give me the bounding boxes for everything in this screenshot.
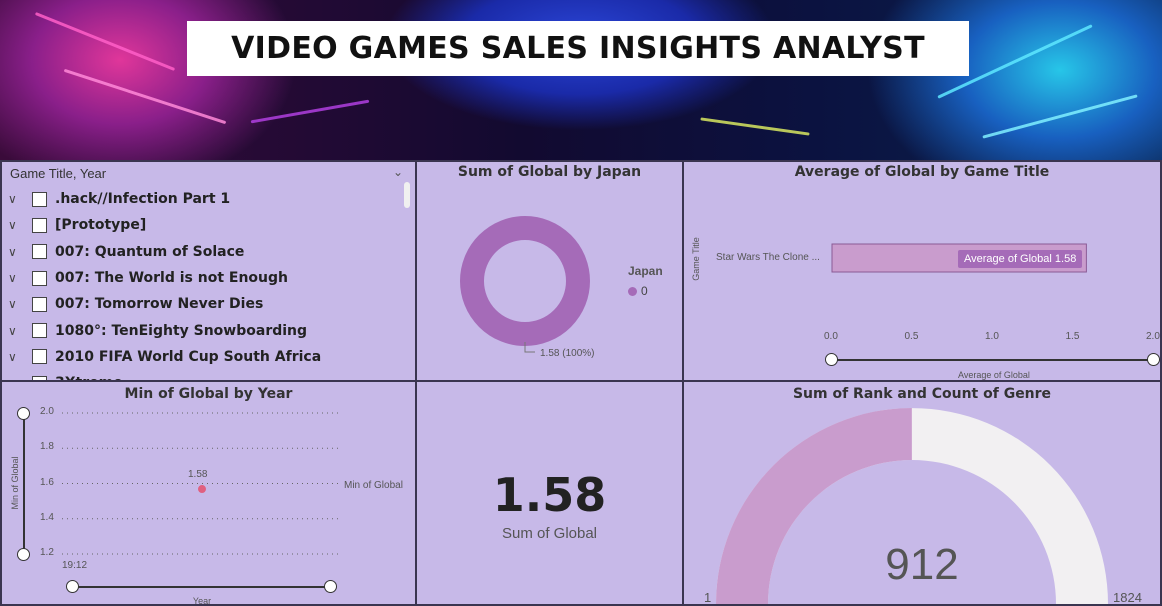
line-chart-title: Min of Global by Year	[124, 386, 293, 402]
banner-decoration	[34, 12, 176, 71]
line-chart	[62, 412, 342, 555]
x-axis-slider-track[interactable]	[72, 586, 330, 588]
slicer-item[interactable]: ∨ [Prototype]	[8, 212, 401, 238]
banner-decoration	[982, 94, 1138, 139]
line-x-axis-label: Year	[192, 596, 212, 606]
bar-chart-panel: Average of Global by Game Title Game Tit…	[682, 160, 1162, 382]
donut-chart-panel: Sum of Global by Japan 1.58 (100%) Japan…	[415, 160, 684, 382]
line-point-label: 1.58	[188, 469, 208, 480]
y-axis-slider-track[interactable]	[23, 413, 25, 555]
gauge-min: 1	[704, 590, 712, 605]
legend-dot-icon	[628, 286, 637, 296]
gauge-chart	[716, 408, 1108, 604]
checkbox[interactable]	[32, 349, 47, 365]
checkbox[interactable]	[32, 244, 47, 260]
slicer-item-label: 007: The World is not Enough	[55, 270, 289, 287]
gauge-max: 1824	[1113, 590, 1142, 605]
bar-tooltip: Average of Global 1.58	[958, 250, 1083, 268]
y-slider-top-handle[interactable]	[17, 407, 30, 420]
line-series-label: Min of Global	[344, 480, 403, 491]
checkbox[interactable]	[32, 191, 47, 207]
gauge-panel: Sum of Rank and Count of Genre 912 1 182…	[682, 380, 1162, 606]
checkbox[interactable]	[32, 270, 47, 286]
slicer-item-label: 2010 FIFA World Cup South Africa	[55, 348, 322, 365]
donut-chart-title: Sum of Global by Japan	[457, 164, 642, 180]
x-slider-end-handle[interactable]	[324, 580, 337, 593]
chevron-down-icon[interactable]: ⌄	[392, 165, 403, 179]
line-chart-panel: Min of Global by Year Min of Global 2.0 1…	[0, 380, 417, 606]
chevron-expand-icon[interactable]: ∨	[8, 376, 26, 380]
banner-decoration	[700, 117, 810, 136]
legend-item-label: 0	[641, 284, 648, 298]
bar-x-tick: 1.0	[985, 331, 999, 342]
slicer-item[interactable]: ∨ .hack//Infection Part 1	[8, 186, 401, 212]
chevron-expand-icon[interactable]: ∨	[8, 218, 17, 233]
scrollbar[interactable]	[404, 182, 410, 208]
header-banner: VIDEO GAMES SALES INSIGHTS ANALYST	[0, 0, 1162, 160]
bar-x-tick: 0.0	[824, 331, 838, 342]
slicer-item-label: 3Xtreme	[55, 375, 123, 380]
slicer-item-label: 007: Tomorrow Never Dies	[55, 296, 264, 313]
chevron-expand-icon[interactable]: ∨	[8, 323, 17, 338]
slicer-item[interactable]: ∨ 3Xtreme	[8, 370, 401, 380]
slicer-item[interactable]: ∨ 1080°: TenEighty Snowboarding	[8, 317, 401, 343]
legend-item[interactable]: 0	[628, 284, 648, 298]
banner-decoration	[63, 68, 227, 125]
slicer-item-label: .hack//Infection Part 1	[55, 191, 231, 208]
kpi-label: Sum of Global	[501, 525, 598, 542]
y-slider-bottom-handle[interactable]	[17, 548, 30, 561]
chevron-expand-icon[interactable]: ∨	[8, 349, 17, 364]
game-title-year-slicer: Game Title, Year ⌄ ∨ .hack//Infection Par…	[0, 160, 417, 382]
chevron-expand-icon[interactable]: ∨	[8, 244, 17, 259]
line-y-tick: 1.4	[40, 511, 54, 523]
donut-label-leader	[524, 342, 535, 353]
gauge-title: Sum of Rank and Count of Genre	[792, 386, 1052, 402]
bar-chart	[831, 243, 1087, 273]
slicer-list: ∨ .hack//Infection Part 1 ∨ [Prototype] ∨ 007…	[8, 186, 401, 380]
slicer-item[interactable]: ∨ 007: The World is not Enough	[8, 265, 401, 291]
gauge-value: 912	[885, 540, 959, 589]
slicer-item-label: 007: Quantum of Solace	[55, 243, 245, 260]
bar-x-tick: 0.5	[904, 331, 919, 342]
slicer-item[interactable]: ∨ 007: Quantum of Solace	[8, 239, 401, 265]
bar-category-label: Star Wars The Clone ...	[716, 252, 820, 263]
bar-axis-slider-track[interactable]	[832, 359, 1154, 361]
dashboard-title: VIDEO GAMES SALES INSIGHTS ANALYST	[231, 31, 925, 66]
donut-chart	[460, 216, 590, 353]
dashboard-title-box: VIDEO GAMES SALES INSIGHTS ANALYST	[187, 21, 969, 76]
x-slider-start-handle[interactable]	[66, 580, 79, 593]
chevron-expand-icon[interactable]: ∨	[8, 192, 17, 207]
slicer-item[interactable]: ∨ 007: Tomorrow Never Dies	[8, 291, 401, 317]
bar-x-axis-label: Average of Global	[958, 370, 1030, 380]
line-y-tick: 1.6	[40, 476, 54, 488]
donut-slice	[460, 216, 590, 346]
checkbox[interactable]	[32, 217, 47, 233]
slicer-item-label: 1080°: TenEighty Snowboarding	[55, 322, 308, 339]
slicer-item-label: [Prototype]	[55, 217, 147, 234]
donut-data-label: 1.58 (100%)	[540, 348, 595, 359]
kpi-card-panel: 1.58 Sum of Global	[415, 380, 684, 606]
slicer-item[interactable]: ∨ 2010 FIFA World Cup South Africa	[8, 344, 401, 370]
chevron-expand-icon[interactable]: ∨	[8, 271, 17, 286]
slicer-title: Game Title, Year	[10, 166, 107, 181]
legend-title: Japan	[628, 264, 663, 278]
data-point	[198, 485, 206, 494]
line-y-tick: 2.0	[40, 406, 54, 417]
line-y-tick: 1.8	[40, 441, 54, 453]
bar-slider-end-handle[interactable]	[1147, 353, 1160, 366]
checkbox[interactable]	[32, 296, 47, 312]
checkbox[interactable]	[32, 323, 47, 339]
bar-chart-title: Average of Global by Game Title	[794, 164, 1050, 180]
line-y-tick: 1.2	[40, 547, 54, 558]
checkbox[interactable]	[32, 375, 47, 380]
line-x-tick: 19:12	[62, 560, 88, 571]
bar-x-tick: 1.5	[1065, 331, 1080, 342]
banner-decoration	[250, 99, 370, 124]
bar-x-tick: 2.0	[1146, 331, 1160, 342]
kpi-value: 1.58	[492, 468, 607, 522]
bar-slider-start-handle[interactable]	[825, 353, 838, 366]
chevron-expand-icon[interactable]: ∨	[8, 297, 17, 312]
gauge-fill	[716, 408, 912, 604]
